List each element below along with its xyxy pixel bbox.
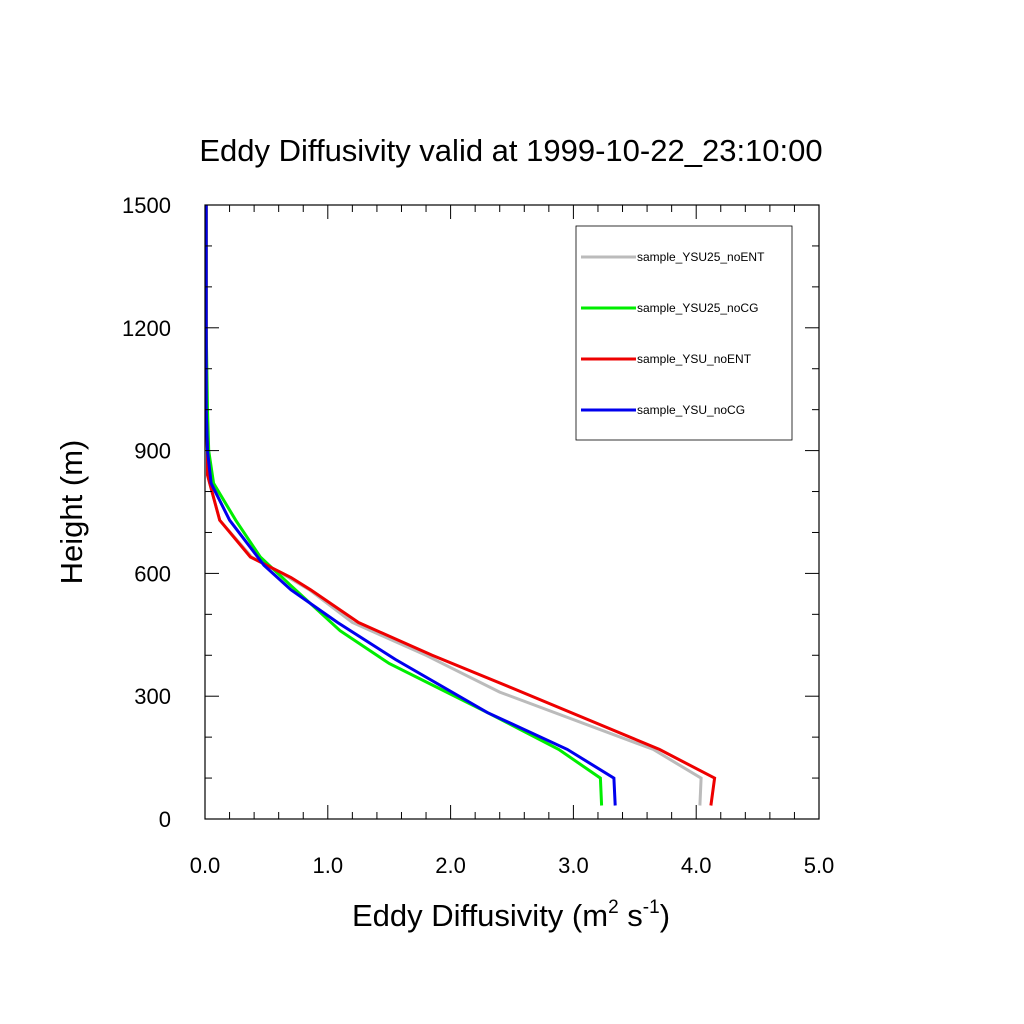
series-line-4 [204,205,617,806]
legend: sample_YSU25_noENT sample_YSU25_noCGsampl… [575,225,793,441]
plot-frame [204,204,820,820]
y-tick-label-3: 900 [134,439,171,464]
x-axis-label-exp2: -1 [643,897,660,918]
y-axis-label: Height (m) [54,440,89,585]
y-tick-label-4: 1200 [122,316,171,341]
y-tick-label-0: 0 [159,807,171,832]
x-tick-label-3: 3.0 [558,853,589,878]
x-tick-label-0: 0.0 [190,853,221,878]
x-tick-label-4: 4.0 [681,853,712,878]
series-line-2 [204,205,604,806]
legend-label-1: sample_YSU25_noENT [637,250,765,264]
x-axis-label-mid: s [619,898,643,933]
ticks-layer [204,204,820,820]
y-tick-label-2: 600 [134,561,171,586]
x-axis-label-exp1: 2 [608,897,619,918]
x-axis-label-end: ) [660,898,670,933]
x-axis-label: Eddy Diffusivity (m2 s-1) [352,897,670,933]
x-tick-label-1: 1.0 [313,853,344,878]
y-tick-label-5: 1500 [122,193,171,218]
y-tick-label-1: 300 [134,684,171,709]
x-axis-label-base: Eddy Diffusivity (m [352,898,608,933]
x-tick-label-2: 2.0 [435,853,466,878]
legend-label-3: sample_YSU_noENT [637,352,752,366]
x-tick-label-5: 5.0 [804,853,835,878]
legend-box [575,225,793,441]
tick-labels-layer: 0.0 1.0 2.0 3.0 4.0 5.0 0 300 600 900 1200 1500 [122,193,834,878]
legend-entries: sample_YSU25_noENT sample_YSU25_noCGsampl… [581,250,765,417]
legend-label-4: sample_YSU_noCG [637,403,745,417]
chart-title: Eddy Diffusivity valid at 1999-10-22_23:… [199,133,822,168]
legend-label-2: sample_YSU25_noCG [637,301,758,315]
